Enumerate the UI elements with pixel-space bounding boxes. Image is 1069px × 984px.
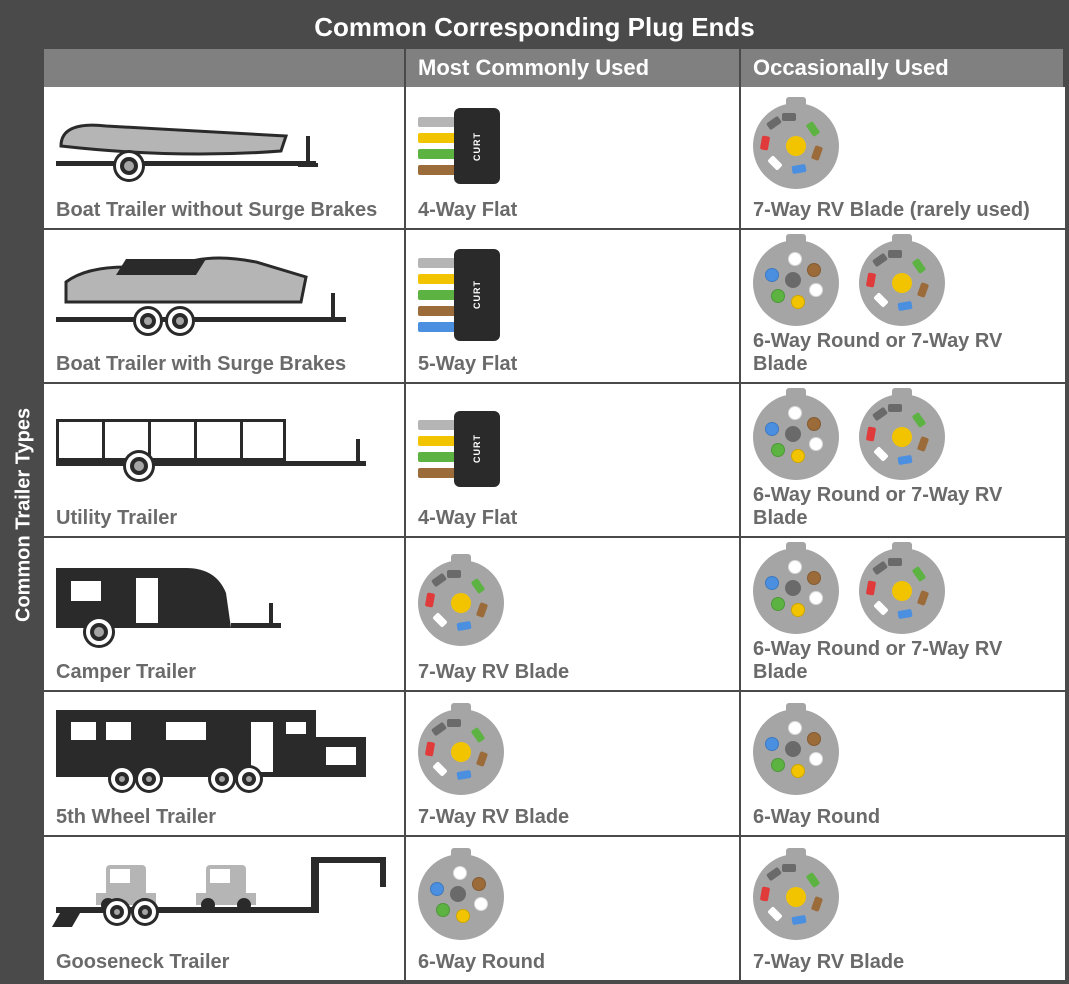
trailer-icon <box>56 394 394 503</box>
plug-label: 7-Way RV Blade (rarely used) <box>753 195 1055 222</box>
trailer-icon <box>56 240 394 349</box>
plug-label: 6-Way Round or 7-Way RV Blade <box>753 634 1055 684</box>
plug-label: 7-Way RV Blade <box>753 947 1055 974</box>
rv7-connector-icon <box>859 394 945 480</box>
trailer-icon <box>56 97 394 195</box>
trailer-label: Gooseneck Trailer <box>56 947 394 974</box>
trailer-icon <box>56 548 394 657</box>
trailer-cell: 5th Wheel Trailer <box>44 692 406 837</box>
rv7-connector-icon <box>859 548 945 634</box>
header-col-occ: Occasionally Used <box>741 49 1065 87</box>
plug-label: 4-Way Flat <box>418 503 729 530</box>
plug-label: 4-Way Flat <box>418 195 729 222</box>
trailer-label: Utility Trailer <box>56 503 394 530</box>
most-used-cell: 6-Way Round <box>406 837 741 980</box>
occasionally-used-cell: 7-Way RV Blade (rarely used) <box>741 87 1065 230</box>
flat-connector-icon: CURT <box>418 249 500 341</box>
round6-connector-icon <box>753 394 839 480</box>
flat-connector-icon: CURT <box>418 108 500 184</box>
trailer-cell: Camper Trailer <box>44 538 406 692</box>
trailer-cell: Boat Trailer with Surge Brakes <box>44 230 406 384</box>
trailer-label: 5th Wheel Trailer <box>56 802 394 829</box>
trailer-cell: Gooseneck Trailer <box>44 837 406 980</box>
rv7-connector-icon <box>418 709 504 795</box>
rv7-connector-icon <box>418 560 504 646</box>
rv7-connector-icon <box>753 854 839 940</box>
plug-label: 6-Way Round or 7-Way RV Blade <box>753 480 1055 530</box>
round6-connector-icon <box>753 240 839 326</box>
header-col-most: Most Commonly Used <box>406 49 741 87</box>
plug-label: 5-Way Flat <box>418 349 729 376</box>
header-col-trailer <box>44 49 406 87</box>
trailer-label: Boat Trailer with Surge Brakes <box>56 349 394 376</box>
trailer-icon <box>56 702 394 802</box>
trailer-icon <box>56 847 394 947</box>
side-label: Common Trailer Types <box>4 49 44 980</box>
plug-label: 6-Way Round <box>418 947 729 974</box>
main-title: Common Corresponding Plug Ends <box>4 4 1065 49</box>
rv7-connector-icon <box>859 240 945 326</box>
trailer-cell: Boat Trailer without Surge Brakes <box>44 87 406 230</box>
round6-connector-icon <box>418 854 504 940</box>
infographic-container: Common Corresponding Plug Ends Common Tr… <box>0 0 1069 984</box>
most-used-cell: CURT 5-Way Flat <box>406 230 741 384</box>
most-used-cell: 7-Way RV Blade <box>406 692 741 837</box>
occasionally-used-cell: 6-Way Round <box>741 692 1065 837</box>
most-used-cell: CURT 4-Way Flat <box>406 384 741 538</box>
plug-label: 7-Way RV Blade <box>418 802 729 829</box>
plug-label: 7-Way RV Blade <box>418 657 729 684</box>
table-grid: Common Trailer Types Most Commonly Used … <box>4 49 1065 980</box>
most-used-cell: 7-Way RV Blade <box>406 538 741 692</box>
occasionally-used-cell: 6-Way Round or 7-Way RV Blade <box>741 230 1065 384</box>
trailer-label: Boat Trailer without Surge Brakes <box>56 195 394 222</box>
plug-label: 6-Way Round <box>753 802 1055 829</box>
round6-connector-icon <box>753 709 839 795</box>
rv7-connector-icon <box>753 103 839 189</box>
occasionally-used-cell: 7-Way RV Blade <box>741 837 1065 980</box>
most-used-cell: CURT 4-Way Flat <box>406 87 741 230</box>
round6-connector-icon <box>753 548 839 634</box>
occasionally-used-cell: 6-Way Round or 7-Way RV Blade <box>741 538 1065 692</box>
plug-label: 6-Way Round or 7-Way RV Blade <box>753 326 1055 376</box>
trailer-cell: Utility Trailer <box>44 384 406 538</box>
trailer-label: Camper Trailer <box>56 657 394 684</box>
flat-connector-icon: CURT <box>418 411 500 487</box>
occasionally-used-cell: 6-Way Round or 7-Way RV Blade <box>741 384 1065 538</box>
